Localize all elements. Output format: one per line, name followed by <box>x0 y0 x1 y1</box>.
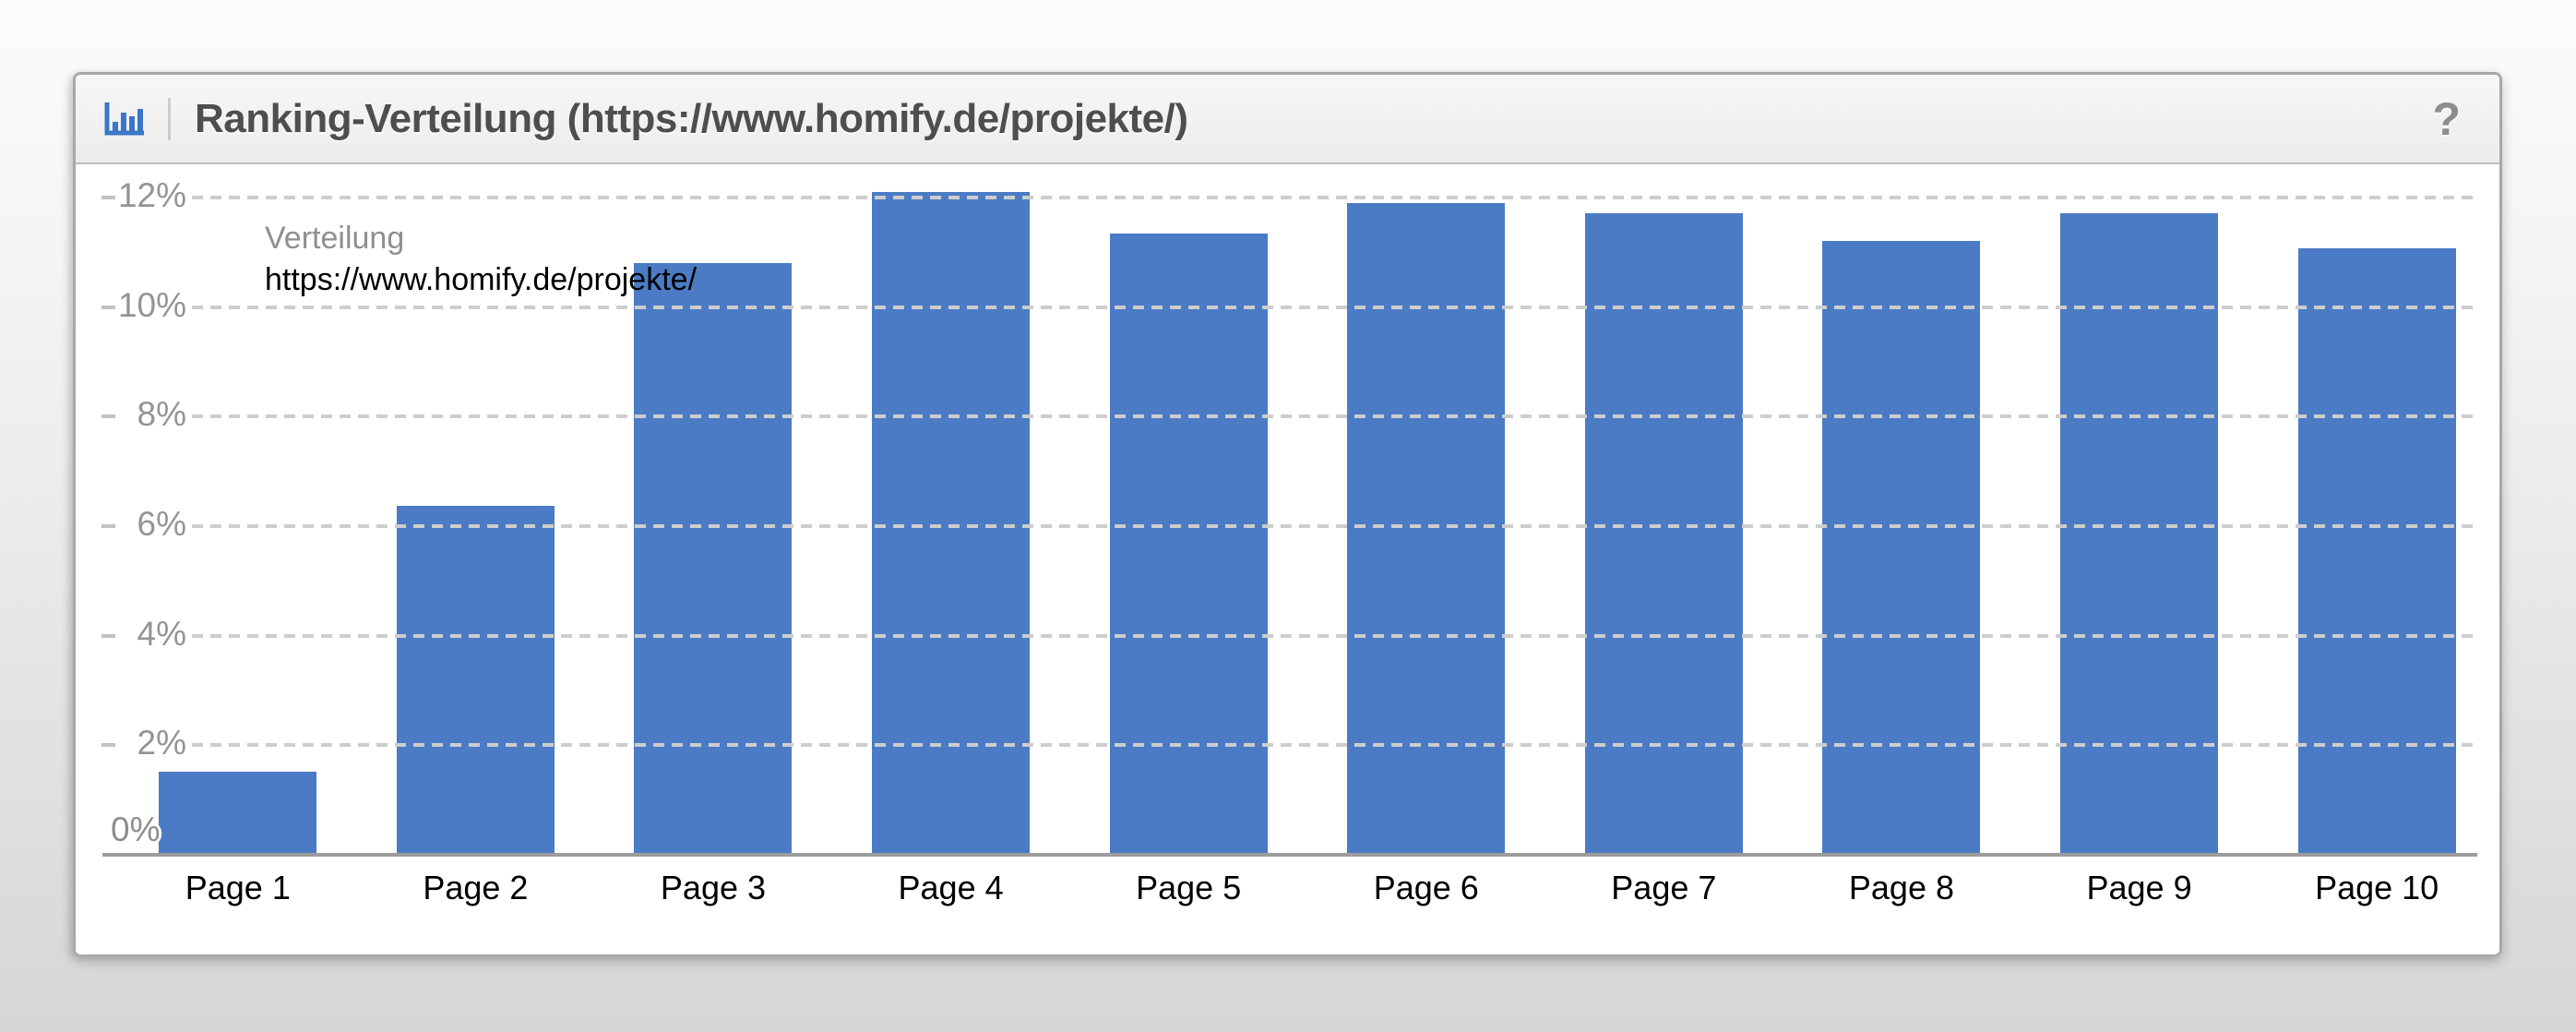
y-axis-tick <box>101 306 115 309</box>
chart-legend: Verteilung https://www.homify.de/projekt… <box>265 218 697 301</box>
ranking-distribution-widget: Ranking-Verteilung (https://www.homify.d… <box>73 72 2502 956</box>
bar-band <box>594 164 832 855</box>
bar-band <box>1783 164 2021 855</box>
bar-page-5[interactable] <box>1109 234 1268 855</box>
bar-page-4[interactable] <box>872 192 1031 855</box>
gridline-12pct <box>192 196 2473 199</box>
x-axis-labels: Page 1 Page 2 Page 3 Page 4 Page 5 Page 6 Page… <box>119 866 2496 910</box>
x-axis-line <box>102 853 2477 857</box>
y-axis-tick <box>101 634 115 638</box>
bar-page-1[interactable] <box>159 772 317 855</box>
y-axis-tick <box>101 743 115 747</box>
x-axis-label: Page 1 <box>185 869 291 906</box>
bar-page-3[interactable] <box>634 263 793 855</box>
y-axis-label-zero: 0% <box>111 810 161 848</box>
gridline-10pct <box>192 306 2473 309</box>
bar-page-10[interactable] <box>2297 248 2456 855</box>
bar-band <box>832 164 1070 855</box>
x-axis-label: Page 3 <box>660 869 767 906</box>
widget-header: Ranking-Verteilung (https://www.homify.d… <box>76 75 2499 164</box>
bar-band <box>1069 164 1307 855</box>
y-axis-label: 2% <box>137 724 186 762</box>
bar-page-9[interactable] <box>2060 213 2219 855</box>
bar-band <box>1307 164 1545 855</box>
y-axis-label: 12% <box>117 176 186 214</box>
gridline-2pct <box>192 743 2473 747</box>
y-axis-label: 8% <box>137 395 186 433</box>
x-axis-label: Page 7 <box>1611 869 1717 906</box>
x-axis-label: Page 2 <box>423 869 529 906</box>
bar-band <box>1545 164 1783 855</box>
bar-page-6[interactable] <box>1347 203 1506 855</box>
y-axis-label: 10% <box>117 286 186 324</box>
gridline-6pct <box>192 524 2473 528</box>
bar-page-7[interactable] <box>1584 213 1743 855</box>
x-axis-label: Page 8 <box>1848 869 1954 906</box>
y-axis-tick <box>101 524 115 528</box>
ranking-distribution-chart: 2% 4% 6% 8% 10% 12% Verteilung https://www.ho… <box>76 164 2499 954</box>
bar-band <box>357 164 595 855</box>
gridline-4pct <box>192 634 2473 638</box>
gridline-8pct <box>192 414 2473 418</box>
x-axis-label: Page 10 <box>2315 869 2439 906</box>
legend-series-label: Verteilung <box>265 221 405 256</box>
y-axis-tick <box>101 196 115 199</box>
y-axis-label: 6% <box>137 505 186 543</box>
widget-title: Ranking-Verteilung (https://www.homify.d… <box>195 95 1188 141</box>
x-axis-label: Page 9 <box>2086 869 2192 906</box>
bar-band <box>2021 164 2259 855</box>
x-axis-label: Page 5 <box>1136 869 1242 906</box>
help-icon[interactable]: ? <box>2432 92 2461 145</box>
y-axis-tick <box>101 414 115 418</box>
bar-chart-icon <box>103 101 146 138</box>
bar-page-8[interactable] <box>1822 241 1981 855</box>
x-axis-label: Page 6 <box>1373 869 1479 906</box>
x-axis-label: Page 4 <box>898 869 1004 906</box>
y-axis-label: 4% <box>137 615 186 653</box>
bar-band <box>2258 164 2496 855</box>
header-divider <box>168 97 171 140</box>
legend-url-label: https://www.homify.de/projekte/ <box>265 262 698 297</box>
bar-page-2[interactable] <box>396 506 555 855</box>
bar-band <box>119 164 357 855</box>
